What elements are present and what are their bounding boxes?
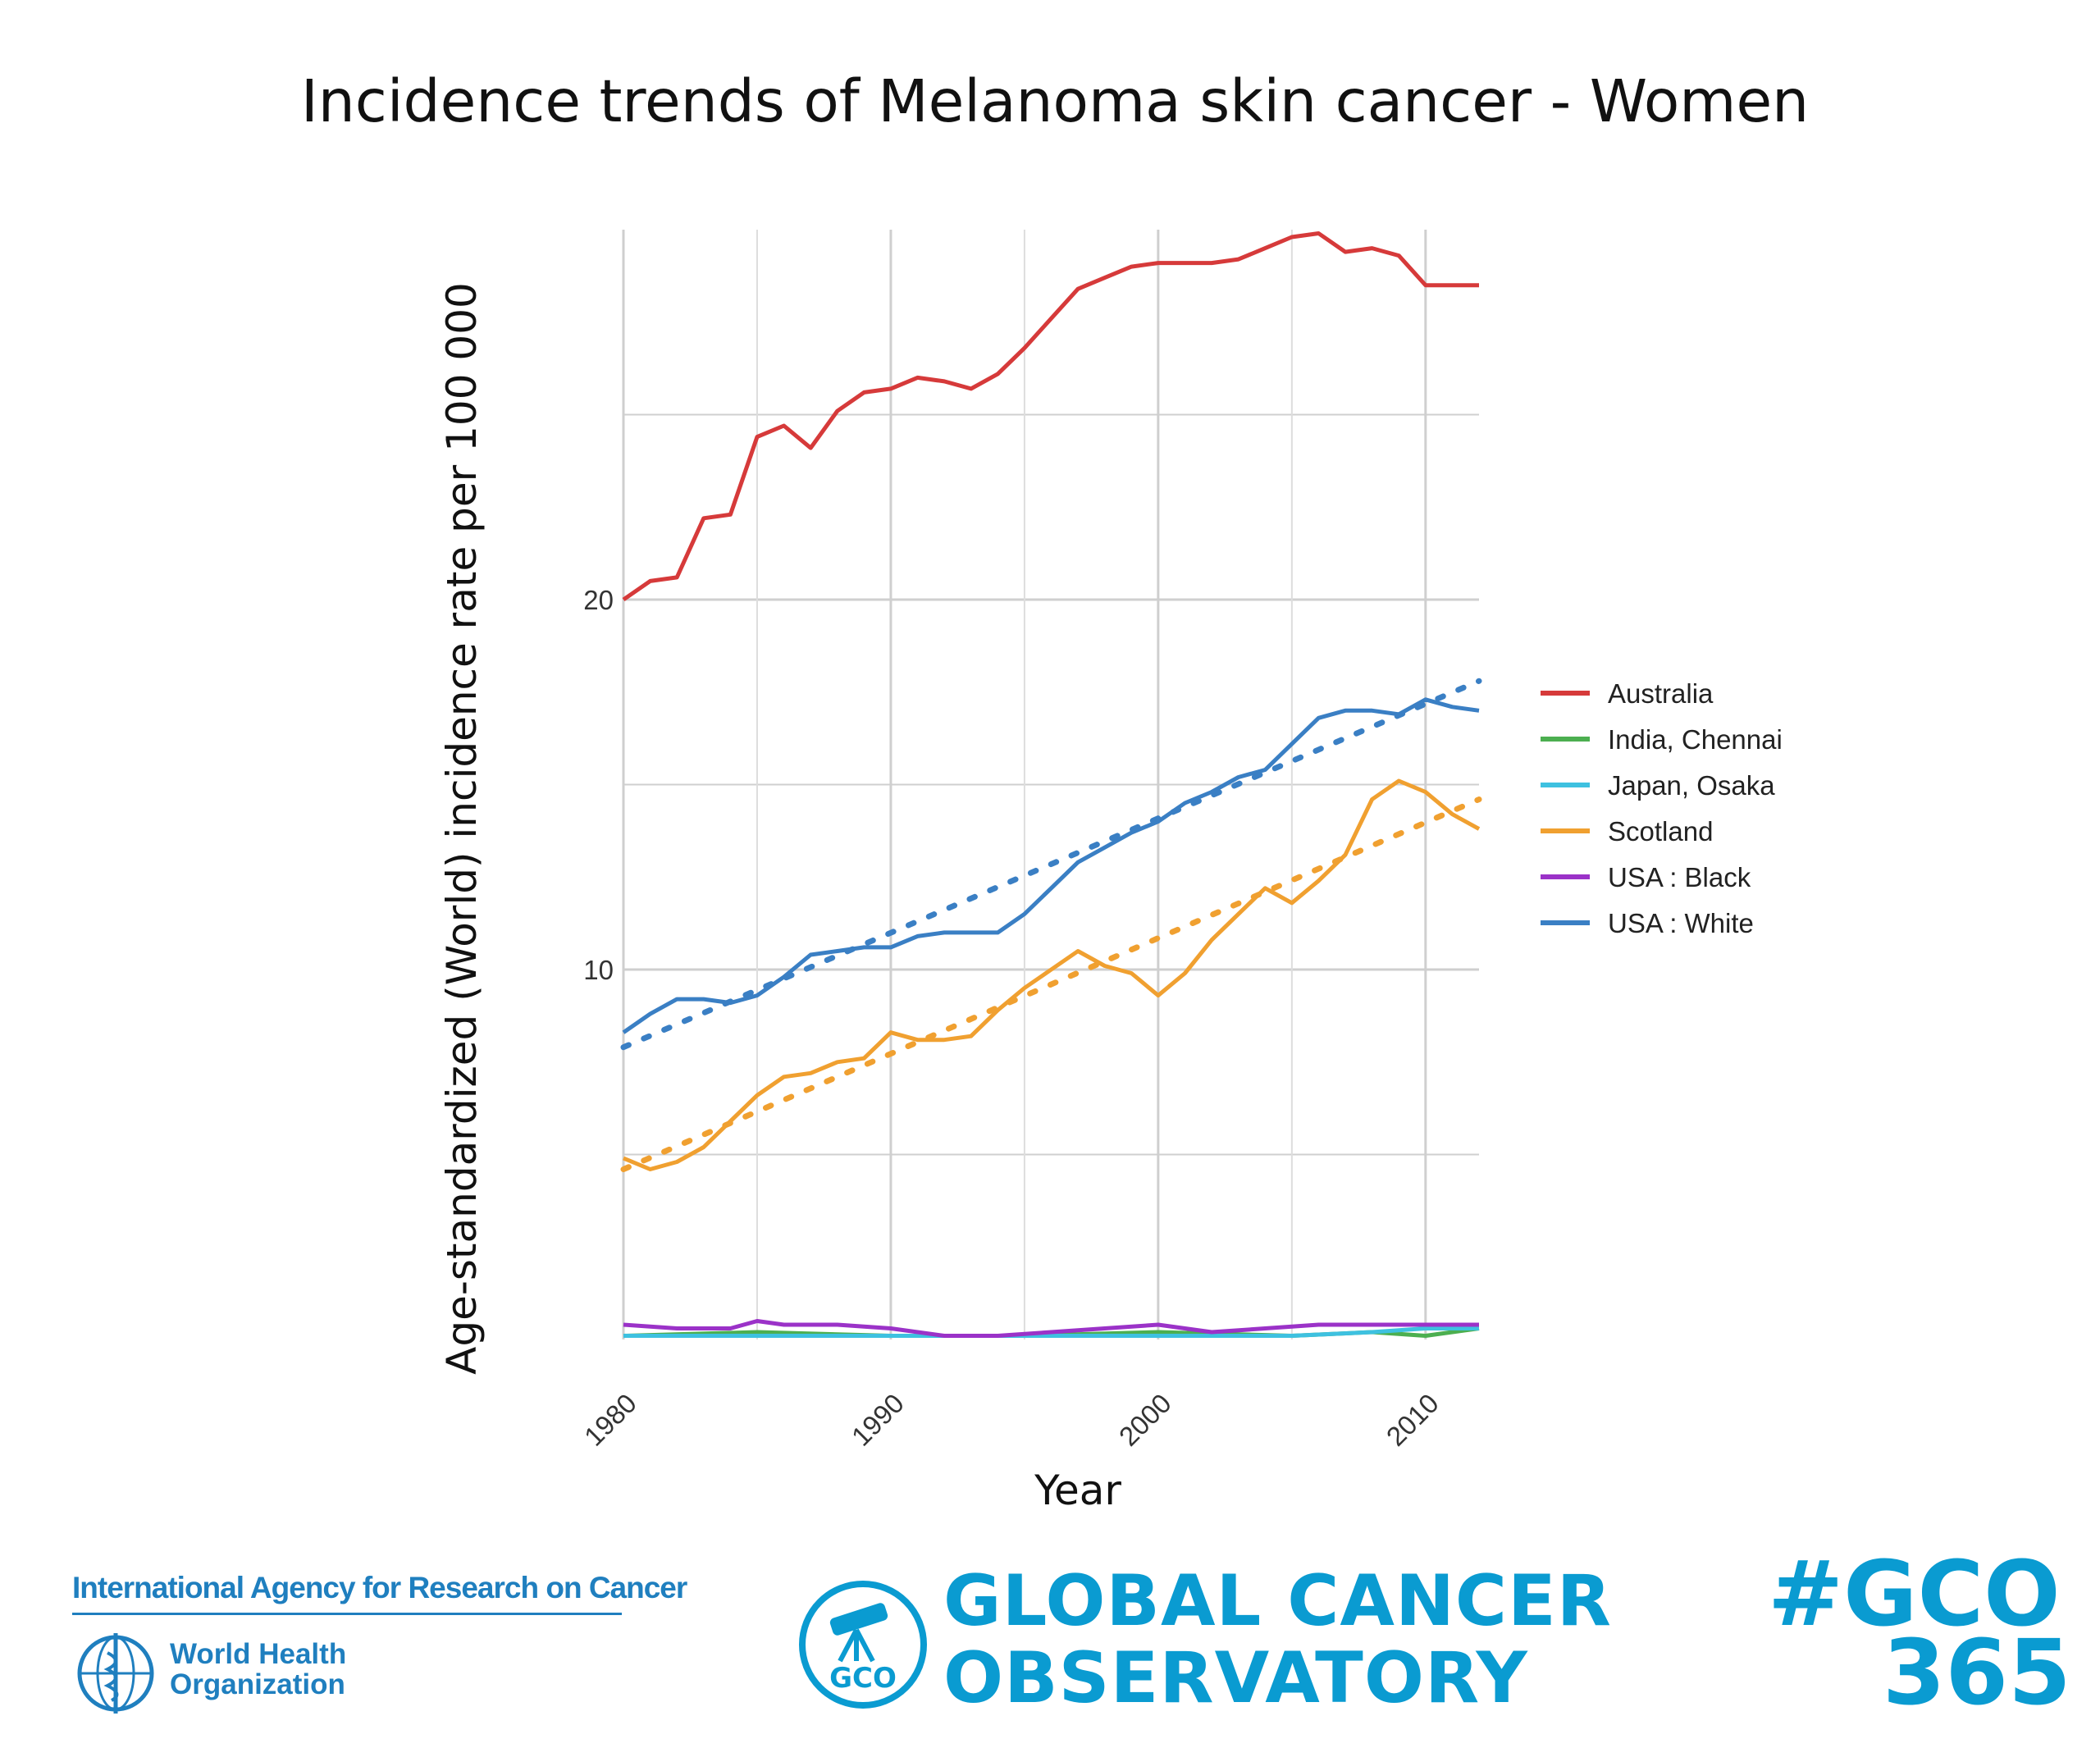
trend-line-scotland <box>620 796 1482 1173</box>
chart-title: Incidence trends of Melanoma skin cancer… <box>300 67 1810 135</box>
gco365-hashtag: #GCO 365 <box>1768 1541 2071 1725</box>
legend-label: Japan, Osaka <box>1608 770 1775 801</box>
chart: 10 20 1980 1990 2000 2010 Australia India, Che… <box>438 230 1783 1514</box>
y-tick-label: 10 <box>583 955 614 985</box>
iarc-name: International Agency for Research on Can… <box>72 1571 687 1604</box>
x-axis-label: Year <box>1034 1467 1121 1514</box>
legend-label: India, Chennai <box>1608 724 1783 755</box>
series-line-usa-white <box>622 697 1480 1034</box>
trend-line-usa-white <box>620 678 1482 1051</box>
legend-label: Scotland <box>1608 816 1713 847</box>
y-axis-label: Age-standardized (World) incidence rate … <box>438 282 486 1375</box>
series-line-japan-osaka <box>623 1326 1479 1338</box>
series-lines <box>622 231 1481 1338</box>
hashtag-line-2: 365 <box>1883 1620 2071 1725</box>
x-tick-label: 1990 <box>846 1388 910 1452</box>
iarc-divider <box>72 1613 622 1615</box>
gco-badge-text: GCO <box>829 1662 897 1695</box>
legend-label: Australia <box>1608 678 1714 709</box>
hashtag-line-1: #GCO <box>1768 1541 2061 1646</box>
gco-telescope-logo-icon: GCO <box>799 1581 927 1709</box>
trend-lines <box>620 678 1482 1173</box>
legend-label: USA : White <box>1608 908 1754 938</box>
series-line-scotland <box>623 778 1481 1171</box>
series-line-australia <box>622 231 1479 602</box>
gco-line-1: GLOBAL CANCER <box>943 1560 1613 1642</box>
who-line-2: Organization <box>170 1668 345 1700</box>
gco-line-2: OBSERVATORY <box>943 1637 1528 1719</box>
legend: Australia India, Chennai Japan, Osaka Scotl… <box>1541 678 1783 938</box>
axes: 10 20 1980 1990 2000 2010 <box>578 585 1445 1452</box>
legend-label: USA : Black <box>1608 862 1751 892</box>
series-line-usa-black <box>623 1319 1479 1338</box>
series-line-india-chennai <box>623 1326 1480 1338</box>
who-name: World Health Organization <box>170 1639 346 1700</box>
who-line-1: World Health <box>170 1638 347 1670</box>
x-tick-label: 2010 <box>1381 1388 1445 1452</box>
who-emblem-icon <box>77 1633 154 1714</box>
gco-wordmark: GLOBAL CANCER OBSERVATORY <box>943 1563 1612 1717</box>
x-tick-label: 1980 <box>578 1388 642 1452</box>
y-tick-label: 20 <box>583 585 614 615</box>
x-tick-label: 2000 <box>1113 1388 1177 1452</box>
grid <box>622 230 1479 1339</box>
